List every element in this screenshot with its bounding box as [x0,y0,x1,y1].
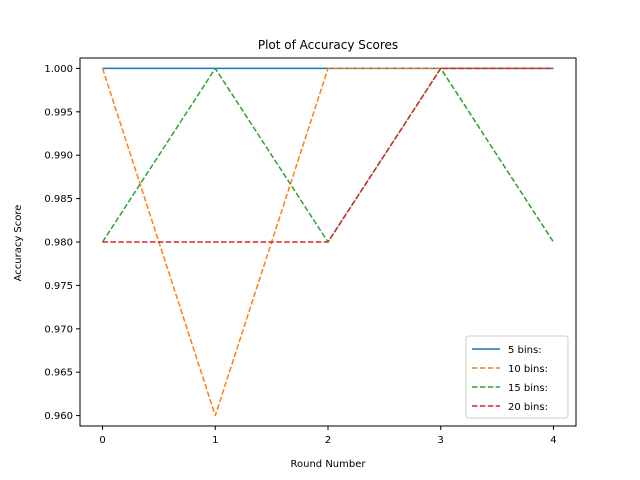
legend-label-1: 5 bins: [508,345,542,356]
plot-frame [79,57,577,427]
y-tick-label: 0.980 [44,238,73,249]
y-tick-label: 0.965 [44,368,73,379]
series-line-4 [102,67,554,243]
x-tick-label: 3 [438,435,444,446]
legend-box [465,335,569,419]
y-tick-label: 0.975 [44,281,73,292]
x-tick-label: 2 [325,435,331,446]
x-axis-label: Round Number [291,459,367,470]
x-tick-label: 1 [212,435,218,446]
series-line-3 [101,67,555,243]
y-tick-label: 0.995 [44,107,73,118]
legend-label-2: 10 bins: [508,364,548,375]
x-tick-label: 0 [99,435,105,446]
y-tick-label: 0.990 [44,151,73,162]
chart-title: Plot of Accuracy Scores [258,38,398,52]
y-tick-label: 0.960 [44,411,73,422]
y-tick-label: 1.000 [44,64,73,75]
legend-label-3: 15 bins: [508,383,548,394]
y-tick-label: 0.985 [44,194,73,205]
legend-label-4: 20 bins: [508,402,548,413]
y-tick-label: 0.970 [44,324,73,335]
x-tick-label: 4 [550,435,556,446]
y-axis-label: Accuracy Score [13,205,24,282]
